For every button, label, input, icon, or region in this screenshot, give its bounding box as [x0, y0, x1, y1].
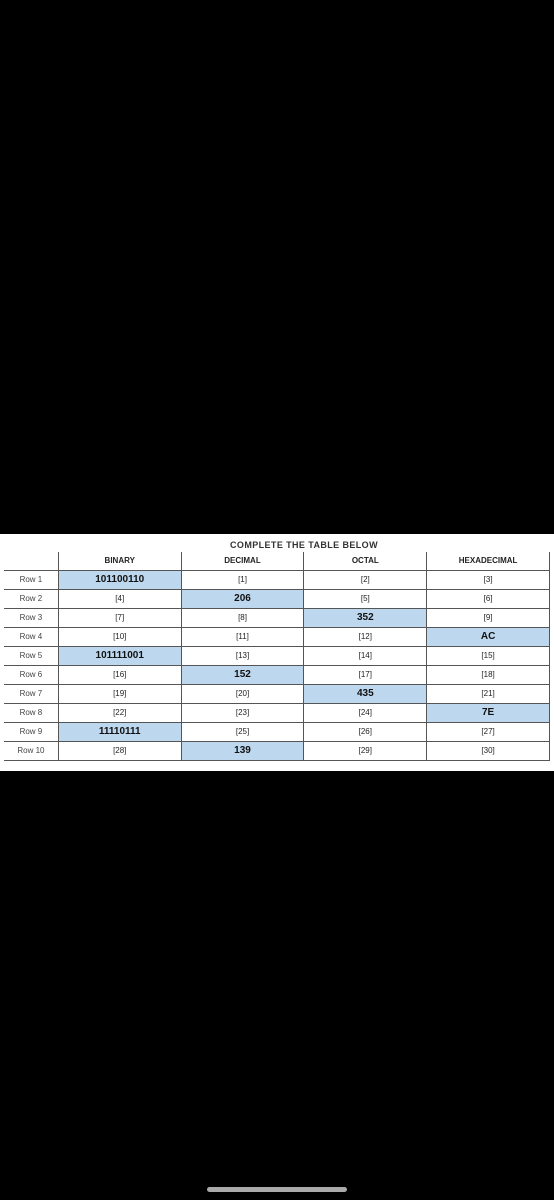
table-row: Row 10[28]139[29][30]: [4, 742, 550, 761]
cell: [15]: [427, 647, 550, 666]
conversion-table: BINARY DECIMAL OCTAL HEXADECIMAL Row 110…: [4, 552, 550, 761]
table-row: Row 7[19][20]435[21]: [4, 685, 550, 704]
cell: [16]: [58, 666, 181, 685]
cell: [28]: [58, 742, 181, 761]
cell: [23]: [181, 704, 304, 723]
worksheet-panel: COMPLETE THE TABLE BELOW BINARY DECIMAL …: [0, 534, 554, 771]
cell: 206: [181, 590, 304, 609]
header-octal: OCTAL: [304, 552, 427, 571]
cell: 435: [304, 685, 427, 704]
cell: [8]: [181, 609, 304, 628]
row-label: Row 3: [4, 609, 58, 628]
cell: 152: [181, 666, 304, 685]
row-label: Row 10: [4, 742, 58, 761]
cell: [13]: [181, 647, 304, 666]
cell: 11110111: [58, 723, 181, 742]
cell: [17]: [304, 666, 427, 685]
cell: 352: [304, 609, 427, 628]
cell: [24]: [304, 704, 427, 723]
cell: [12]: [304, 628, 427, 647]
cell: [27]: [427, 723, 550, 742]
table-row: Row 2[4]206[5][6]: [4, 590, 550, 609]
cell: 101111001: [58, 647, 181, 666]
cell: [26]: [304, 723, 427, 742]
header-hexadecimal: HEXADECIMAL: [427, 552, 550, 571]
cell: [25]: [181, 723, 304, 742]
row-label: Row 9: [4, 723, 58, 742]
table-row: Row 911110111[25][26][27]: [4, 723, 550, 742]
table-row: Row 1101100110[1][2][3]: [4, 571, 550, 590]
cell: [30]: [427, 742, 550, 761]
cell: [19]: [58, 685, 181, 704]
cell: [4]: [58, 590, 181, 609]
cell: 7E: [427, 704, 550, 723]
cell: 101100110: [58, 571, 181, 590]
cell: [14]: [304, 647, 427, 666]
row-label: Row 1: [4, 571, 58, 590]
row-label: Row 7: [4, 685, 58, 704]
row-label: Row 5: [4, 647, 58, 666]
table-row: Row 8[22][23][24]7E: [4, 704, 550, 723]
cell: [11]: [181, 628, 304, 647]
header-row: BINARY DECIMAL OCTAL HEXADECIMAL: [4, 552, 550, 571]
cell: [21]: [427, 685, 550, 704]
cell: [20]: [181, 685, 304, 704]
cell: [10]: [58, 628, 181, 647]
cell: [18]: [427, 666, 550, 685]
table-row: Row 4[10][11][12]AC: [4, 628, 550, 647]
header-binary: BINARY: [58, 552, 181, 571]
row-label: Row 6: [4, 666, 58, 685]
cell: [22]: [58, 704, 181, 723]
cell: 139: [181, 742, 304, 761]
header-decimal: DECIMAL: [181, 552, 304, 571]
table-row: Row 5101111001[13][14][15]: [4, 647, 550, 666]
row-label: Row 2: [4, 590, 58, 609]
table-title: COMPLETE THE TABLE BELOW: [4, 540, 550, 550]
header-blank: [4, 552, 58, 571]
table-row: Row 3[7][8]352[9]: [4, 609, 550, 628]
cell: [29]: [304, 742, 427, 761]
table-row: Row 6[16]152[17][18]: [4, 666, 550, 685]
cell: AC: [427, 628, 550, 647]
home-indicator: [207, 1187, 347, 1192]
cell: [7]: [58, 609, 181, 628]
cell: [9]: [427, 609, 550, 628]
cell: [3]: [427, 571, 550, 590]
cell: [2]: [304, 571, 427, 590]
row-label: Row 8: [4, 704, 58, 723]
cell: [5]: [304, 590, 427, 609]
row-label: Row 4: [4, 628, 58, 647]
cell: [6]: [427, 590, 550, 609]
cell: [1]: [181, 571, 304, 590]
